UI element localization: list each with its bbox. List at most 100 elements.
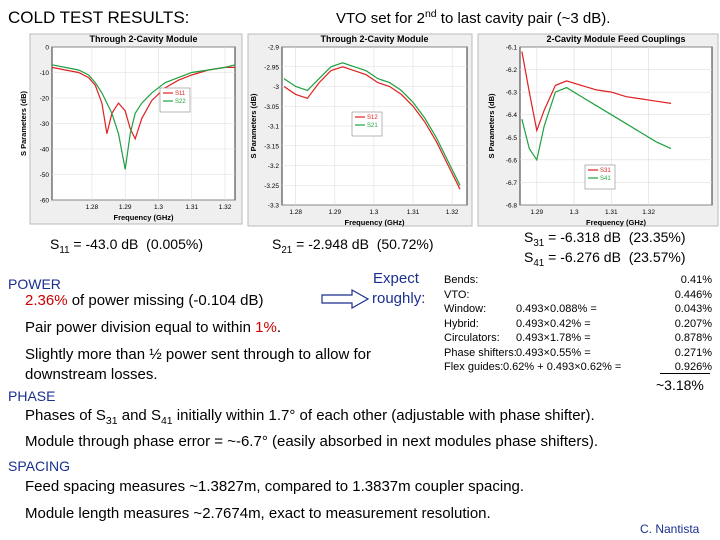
title: COLD TEST RESULTS: — [8, 8, 190, 27]
section-heading: PHASE — [8, 388, 56, 404]
text: 2.36% — [25, 292, 68, 309]
text-line: Module through phase error = ~-6.7° (eas… — [25, 433, 598, 450]
cell: 0.41% — [680, 274, 712, 286]
arrow-shape — [321, 288, 370, 310]
text: . — [276, 319, 281, 336]
section-heading: SPACING — [8, 458, 70, 474]
loss-row: Window: 0.493×0.088% = 0.043% — [444, 303, 712, 317]
series-line — [283, 66, 461, 190]
text-line: Slightly more than ½ power sent through … — [25, 346, 372, 383]
x-tick-label: 1.28 — [86, 204, 99, 211]
chart-title: Through 2-Cavity Module — [90, 34, 198, 44]
cell: Bends: — [444, 274, 479, 286]
text: 31 — [105, 415, 118, 427]
series-line — [521, 86, 672, 162]
x-tick-label: 1.28 — [289, 209, 302, 216]
cell: Hybrid: — [444, 317, 479, 330]
cell: 0.493×1.78% = — [516, 332, 591, 344]
y-tick-label: -3.3 — [268, 203, 280, 210]
legend-box — [351, 111, 383, 137]
text-line: Module length measures ~2.7674m, exact t… — [25, 505, 491, 522]
text: = -6.276 dB (23.57%) — [544, 249, 686, 265]
text: 41 — [160, 415, 173, 427]
y-tick-label: -6.1 — [506, 45, 518, 52]
x-axis-label: Frequency (GHz) — [344, 218, 405, 227]
text: 21 — [281, 244, 293, 256]
legend-label: S11 — [175, 91, 186, 97]
text: 1% — [255, 319, 277, 336]
y-tick-label: -3.15 — [264, 143, 279, 150]
footer: C. Nantista — [640, 522, 700, 536]
legend-box — [159, 87, 191, 113]
y-axis-label: S Parameters (dB) — [249, 93, 258, 159]
series-line — [521, 51, 672, 133]
legend-label: S22 — [175, 99, 186, 105]
text: Expect — [373, 270, 419, 287]
text: Pair power division equal to within — [25, 319, 256, 336]
y-tick-label: -30 — [40, 121, 50, 128]
x-tick-label: 1.31 — [605, 209, 618, 216]
y-tick-label: -6.3 — [506, 90, 518, 97]
text: 11 — [59, 244, 70, 256]
x-tick-label: 1.3 — [154, 204, 163, 211]
series-line — [51, 66, 235, 141]
text: S — [272, 236, 282, 252]
y-tick-label: -60 — [40, 198, 50, 205]
cell: 0.926% — [674, 361, 712, 373]
cell: Phase shifters: — [444, 346, 517, 359]
result: S31 = -6.318 dB (23.35%) — [524, 229, 686, 249]
x-tick-label: 1.29 — [530, 209, 543, 216]
cell: Flex guides: — [444, 361, 504, 373]
cell: Circulators: — [444, 332, 500, 344]
total: ~3.18% — [656, 377, 704, 393]
y-tick-label: -20 — [40, 96, 50, 103]
series-line — [51, 64, 236, 170]
cell: 0.207% — [674, 317, 712, 330]
y-tick-label: -3.05 — [264, 104, 279, 111]
text: to last cavity pair (~3 dB). — [436, 10, 611, 27]
y-tick-label: -6.5 — [506, 135, 518, 142]
y-tick-label: -6.8 — [506, 203, 518, 210]
loss-row: Circulators: 0.493×1.78% = 0.878% — [444, 332, 712, 346]
cell: VTO: — [444, 288, 470, 301]
y-axis-label: S Parameters (dB) — [487, 93, 496, 159]
text-line: Feed spacing measures ~1.3827m, compared… — [25, 478, 525, 495]
y-tick-label: -6.4 — [506, 112, 518, 119]
result: S41 = -6.276 dB (23.57%) — [524, 249, 686, 269]
x-axis-label: Frequency (GHz) — [586, 218, 647, 227]
cell: 0.271% — [674, 346, 712, 359]
text: S — [524, 229, 534, 245]
series-line — [283, 62, 461, 186]
text: = -2.948 dB (50.72%) — [292, 236, 434, 252]
text: S — [50, 236, 60, 252]
text-line: Phases of S31 and S41 initially within 1… — [25, 407, 595, 427]
y-tick-label: -50 — [40, 172, 50, 179]
x-tick-label: 1.3 — [570, 209, 579, 216]
y-tick-label: -3.2 — [268, 163, 280, 170]
section-heading: POWER — [8, 276, 61, 292]
plot-area — [519, 46, 713, 206]
text: 31 — [533, 237, 545, 249]
cell: 0.493×0.55% = — [516, 346, 591, 359]
text: = -6.318 dB (23.35%) — [544, 229, 686, 245]
y-tick-label: -6.2 — [506, 67, 518, 74]
legend-label: S12 — [367, 115, 378, 121]
text: roughly: — [372, 290, 426, 307]
x-tick-label: 1.3 — [369, 209, 378, 216]
y-tick-label: -3.1 — [268, 124, 280, 131]
y-tick-label: -3 — [273, 84, 279, 91]
charts: Through 2-Cavity Module Frequency (GHz) S … — [19, 33, 719, 227]
x-tick-label: 1.32 — [446, 209, 459, 216]
rule — [660, 373, 710, 374]
text-line: 2.36% of power missing (-0.104 dB) — [25, 292, 263, 309]
text: and S — [117, 407, 161, 424]
cell: 0.043% — [674, 303, 712, 315]
result: S21 = -2.948 dB (50.72%) — [272, 236, 434, 256]
loss-row: VTO: 0.446% — [444, 289, 712, 303]
x-tick-label: 1.29 — [119, 204, 132, 211]
y-tick-label: -2.95 — [264, 64, 279, 71]
text: = -43.0 dB (0.005%) — [69, 236, 203, 252]
cell: 0.493×0.088% = — [516, 303, 597, 315]
chart-title: Through 2-Cavity Module — [321, 34, 429, 44]
